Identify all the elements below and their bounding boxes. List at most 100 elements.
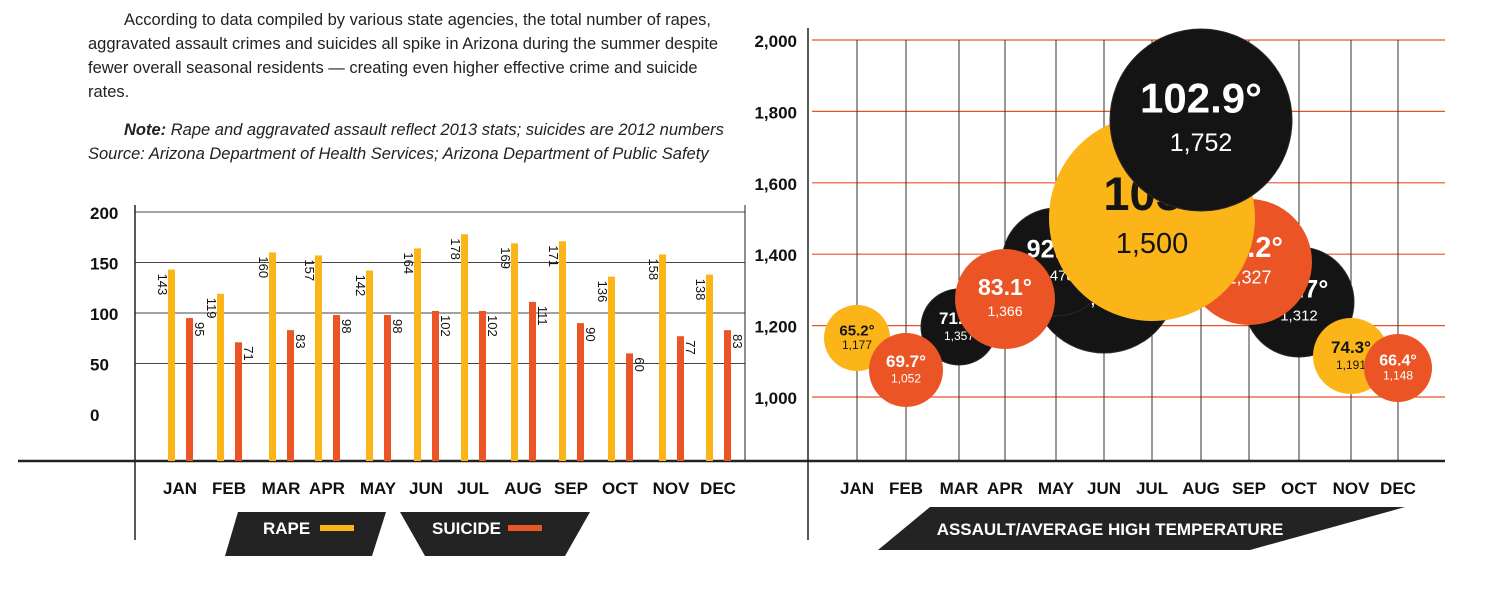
bubble-aug <box>1109 28 1293 212</box>
bubble-month-label: JAN <box>840 479 874 498</box>
bubble-month-label: MAR <box>940 479 979 498</box>
bubble-feb <box>869 333 943 407</box>
suicide-bar <box>626 353 633 461</box>
bubble-apr <box>955 249 1055 349</box>
suicide-bar <box>677 336 684 461</box>
rape-bar <box>168 269 175 461</box>
bubble-y-tick: 1,200 <box>754 318 797 337</box>
bubble-temp-label: 102.9° <box>1140 75 1262 122</box>
bubble-y-tick: 2,000 <box>754 32 797 51</box>
suicide-value-label: 102 <box>438 315 453 337</box>
rape-legend-label: RAPE <box>263 519 310 538</box>
note-text: Rape and aggravated assault reflect 2013… <box>166 121 724 139</box>
bubble-count-label: 1,312 <box>1280 308 1318 325</box>
rape-bar <box>315 255 322 461</box>
rape-value-label: 160 <box>256 256 271 278</box>
rape-value-label: 164 <box>401 252 416 274</box>
rape-value-label: 143 <box>155 274 170 296</box>
bar-month-label: SEP <box>554 479 588 498</box>
rape-bar <box>414 248 421 461</box>
suicide-value-label: 95 <box>192 322 207 336</box>
rape-bar <box>366 270 373 461</box>
note-line: Note: Rape and aggravated assault reflec… <box>88 118 728 142</box>
bar-chart: 200 150 100 50 0 143 95 JAN 119 71 FEB 160 83 MAR 157 9… <box>18 204 760 556</box>
suicide-bar <box>432 310 439 461</box>
rape-value-label: 178 <box>448 238 463 260</box>
rape-value-label: 142 <box>353 275 368 297</box>
rape-value-label: 157 <box>302 259 317 281</box>
bubble-month-label: AUG <box>1182 479 1220 498</box>
bubble-month-label: JUL <box>1136 479 1168 498</box>
bar-y-tick: 100 <box>90 305 118 324</box>
bubble-month-label: APR <box>987 479 1023 498</box>
bubble-month-label: MAY <box>1038 479 1075 498</box>
bubble-month-label: JUN <box>1087 479 1121 498</box>
rape-bar <box>511 243 518 461</box>
bubble-count-label: 1,500 <box>1116 228 1189 260</box>
suicide-value-label: 90 <box>583 327 598 341</box>
bar-month-label: AUG <box>504 479 542 498</box>
rape-value-label: 119 <box>204 298 219 319</box>
bar-month-label: JUL <box>457 479 489 498</box>
bar-month-label: OCT <box>602 479 639 498</box>
bar-month-label: APR <box>309 479 345 498</box>
suicide-value-label: 98 <box>390 319 405 333</box>
suicide-bar <box>724 330 731 461</box>
bar-y-tick: 0 <box>90 406 99 425</box>
bubble-count-label: 1,366 <box>987 303 1022 319</box>
bubble-chart: 2,0001,8001,6001,4001,2001,000102.3°1,38… <box>754 28 1445 550</box>
bar-month-label: JAN <box>163 479 197 498</box>
notes: Note: Rape and aggravated assault reflec… <box>88 118 728 166</box>
bar-month-label: JUN <box>409 479 443 498</box>
rape-bar <box>659 254 666 461</box>
bubble-count-label: 1,052 <box>891 372 921 386</box>
suicide-value-label: 98 <box>339 319 354 333</box>
bubble-y-tick: 1,800 <box>754 103 797 122</box>
note-label: Note: <box>124 121 167 139</box>
intro-paragraph: According to data compiled by various st… <box>88 11 719 101</box>
suicide-bar <box>287 330 294 461</box>
suicide-value-label: 60 <box>632 357 647 371</box>
suicide-value-label: 102 <box>485 315 500 337</box>
rape-bar <box>706 274 713 461</box>
rape-bar <box>461 234 468 461</box>
bubble-month-label: FEB <box>889 479 923 498</box>
rape-value-label: 158 <box>646 258 661 280</box>
suicide-bar <box>529 301 536 461</box>
suicide-value-label: 83 <box>730 334 745 348</box>
bubble-month-label: SEP <box>1232 479 1266 498</box>
suicide-bar <box>235 342 242 461</box>
rape-legend-bg <box>225 512 386 556</box>
bubble-month-label: OCT <box>1281 479 1318 498</box>
rape-bar <box>217 293 224 461</box>
bubble-temp-label: 65.2° <box>839 322 874 339</box>
bar-y-tick: 200 <box>90 204 118 223</box>
rape-bar <box>559 241 566 461</box>
bubble-count-label: 1,177 <box>842 338 872 352</box>
suicide-bar <box>333 315 340 461</box>
bubble-y-tick: 1,400 <box>754 246 797 265</box>
bar-month-label: MAR <box>262 479 301 498</box>
rape-bar <box>269 252 276 461</box>
rape-bar <box>608 276 615 461</box>
bubble-temp-label: 66.4° <box>1379 352 1417 369</box>
rape-value-label: 169 <box>498 247 513 269</box>
suicide-value-label: 71 <box>241 346 256 360</box>
bubble-legend-label: ASSAULT/AVERAGE HIGH TEMPERATURE <box>937 520 1284 539</box>
bar-month-label: NOV <box>653 479 691 498</box>
suicide-bar <box>186 318 193 461</box>
rape-value-label: 138 <box>693 279 708 301</box>
suicide-bar <box>577 323 584 461</box>
bar-month-label: FEB <box>212 479 246 498</box>
bubble-dec <box>1364 334 1432 402</box>
bubble-temp-label: 83.1° <box>978 274 1032 300</box>
bubble-count-label: 1,357 <box>944 329 974 343</box>
suicide-legend-label: SUICIDE <box>432 519 501 538</box>
bubble-count-label: 1,148 <box>1383 369 1413 383</box>
rape-value-label: 171 <box>546 245 561 267</box>
bubble-temp-label: 74.3° <box>1331 338 1371 357</box>
bubble-y-tick: 1,000 <box>754 389 797 408</box>
bar-month-label: DEC <box>700 479 736 498</box>
bubble-legend-bg <box>878 507 1405 550</box>
